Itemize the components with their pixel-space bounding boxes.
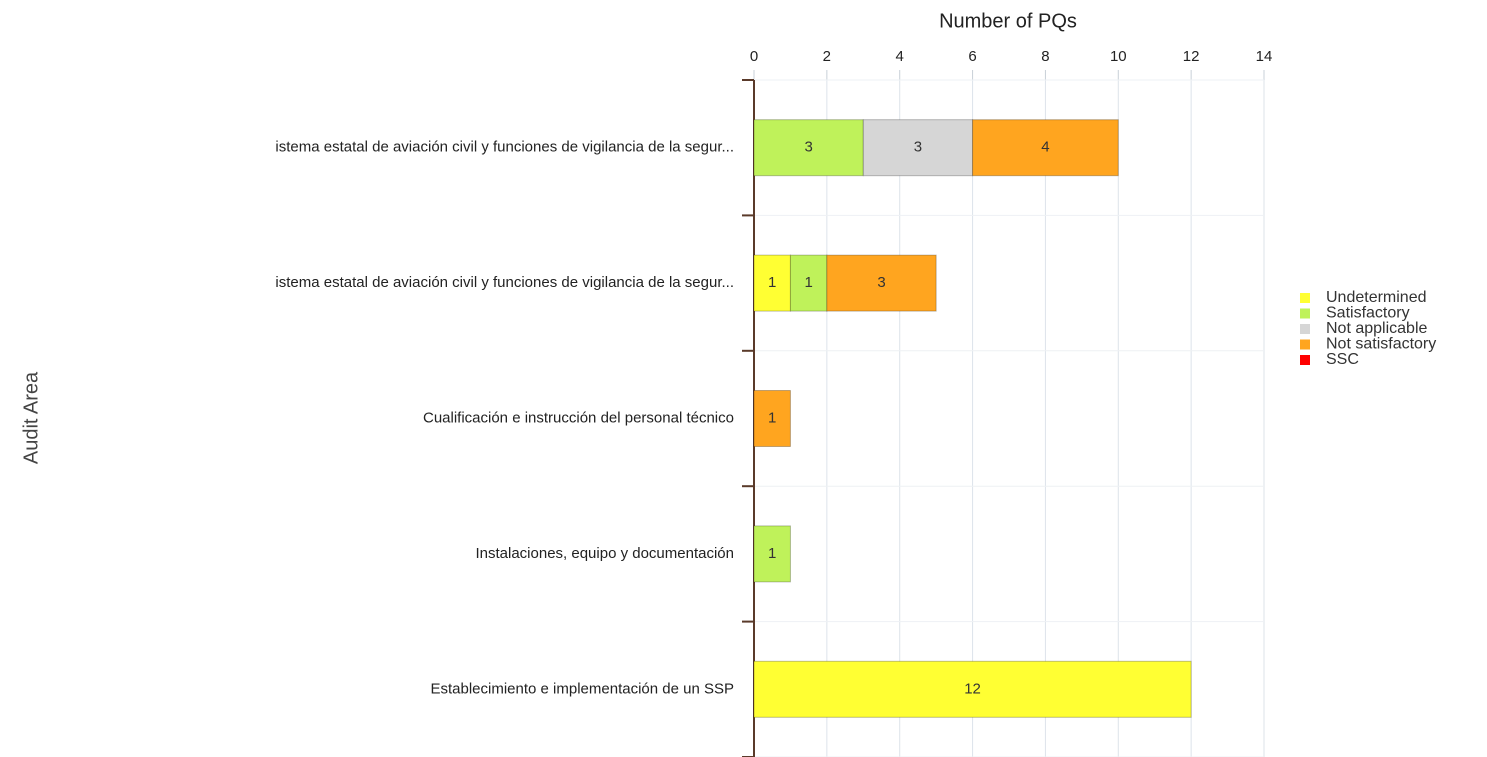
x-tick-label: 0 [750,48,758,65]
bar-segment [753,254,791,312]
value-label: 1 [804,274,812,291]
y-tick-label: Establecimiento e implementación de un S… [430,680,734,697]
legend-swatch [1300,308,1310,319]
value-label: 1 [768,409,776,426]
legend-label: Undetermined [1326,289,1427,306]
value-label: 12 [964,680,981,697]
legend-label: SSC [1326,351,1359,368]
bar-segment [826,254,937,312]
value-label: 3 [877,274,885,291]
value-label: 1 [768,274,776,291]
bar-segment [862,119,974,177]
bar-segment [789,254,828,312]
legend-label: Satisfactory [1326,305,1410,322]
x-tick-label: 4 [896,48,904,65]
x-tick-label: 10 [1110,48,1127,65]
value-label: 3 [804,139,812,156]
value-label: 4 [1041,139,1049,156]
legend-swatch [1300,355,1310,365]
value-label: 1 [768,545,776,562]
bar-segment [972,119,1119,177]
legend-swatch [1300,293,1310,303]
legend-label: Not applicable [1326,320,1428,337]
x-tick-label: 12 [1183,48,1200,65]
x-axis-title: Number of PQs [939,10,1077,32]
x-tick-label: 6 [968,48,976,65]
legend-swatch [1300,339,1310,350]
bar-segment [753,660,1192,718]
legend-label: Not satisfactory [1326,336,1436,353]
y-tick-label: istema estatal de aviación civil y funci… [275,274,734,291]
y-tick-label: Cualificación e instrucción del personal… [423,409,734,426]
y-tick-label: Instalaciones, equipo y documentación [475,545,734,562]
x-tick-label: 8 [1041,48,1049,65]
x-tick-label: 14 [1256,48,1273,65]
x-tick-label: 2 [823,48,831,65]
bar-segment [753,525,791,583]
bar-segment [753,390,791,447]
legend-swatch [1300,324,1310,334]
y-axis-title: Audit Area [20,371,42,464]
value-label: 3 [914,139,922,156]
y-tick-label: istema estatal de aviación civil y funci… [275,139,734,156]
